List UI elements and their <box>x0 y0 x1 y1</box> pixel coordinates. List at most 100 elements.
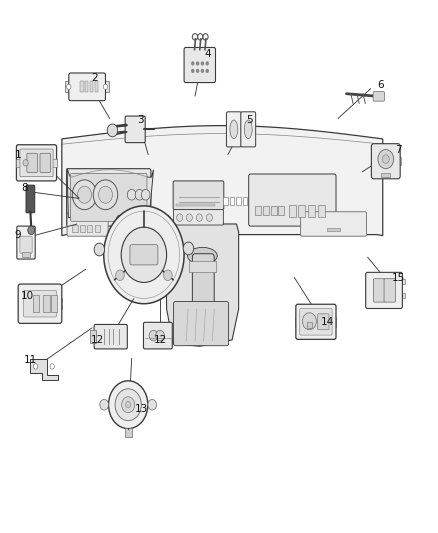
Circle shape <box>115 389 141 421</box>
Circle shape <box>99 186 113 203</box>
Text: 4: 4 <box>205 49 212 59</box>
Bar <box>271 206 277 215</box>
Bar <box>72 224 78 232</box>
Ellipse shape <box>244 120 252 139</box>
FancyBboxPatch shape <box>384 279 396 302</box>
Circle shape <box>302 313 316 330</box>
Bar <box>85 82 88 92</box>
FancyBboxPatch shape <box>173 181 224 209</box>
FancyBboxPatch shape <box>318 314 329 330</box>
Polygon shape <box>166 224 239 346</box>
Circle shape <box>196 61 199 66</box>
Bar <box>401 293 405 298</box>
Circle shape <box>103 84 108 90</box>
FancyBboxPatch shape <box>226 112 241 147</box>
Bar <box>176 204 215 206</box>
Text: 11: 11 <box>24 354 37 365</box>
Bar <box>263 206 269 215</box>
FancyBboxPatch shape <box>67 168 151 226</box>
Text: 2: 2 <box>91 73 98 83</box>
FancyBboxPatch shape <box>371 144 400 179</box>
FancyBboxPatch shape <box>40 154 50 172</box>
Circle shape <box>155 330 164 341</box>
Circle shape <box>378 150 394 168</box>
FancyBboxPatch shape <box>249 174 336 226</box>
FancyBboxPatch shape <box>130 245 158 265</box>
Circle shape <box>196 214 202 221</box>
Circle shape <box>148 399 156 410</box>
FancyBboxPatch shape <box>184 47 215 83</box>
FancyBboxPatch shape <box>125 116 145 143</box>
Ellipse shape <box>230 120 238 139</box>
Bar <box>52 159 57 167</box>
Bar <box>381 173 390 177</box>
Circle shape <box>107 124 118 137</box>
Circle shape <box>191 69 194 73</box>
FancyBboxPatch shape <box>374 279 385 302</box>
Circle shape <box>201 69 204 73</box>
Text: 12: 12 <box>153 335 167 345</box>
Text: 12: 12 <box>91 335 104 345</box>
Circle shape <box>67 84 71 90</box>
Bar <box>318 205 325 216</box>
Text: 13: 13 <box>134 404 148 414</box>
Bar <box>295 317 300 327</box>
FancyBboxPatch shape <box>71 173 147 221</box>
FancyBboxPatch shape <box>20 149 53 176</box>
Circle shape <box>177 214 183 221</box>
Bar <box>43 295 49 312</box>
Circle shape <box>149 330 158 341</box>
Circle shape <box>72 180 97 209</box>
Circle shape <box>50 364 54 369</box>
Bar <box>87 224 92 232</box>
Text: 6: 6 <box>377 80 384 90</box>
FancyBboxPatch shape <box>144 322 172 349</box>
Text: 9: 9 <box>14 230 21 240</box>
FancyBboxPatch shape <box>366 272 403 309</box>
Circle shape <box>122 397 135 413</box>
Circle shape <box>186 214 192 221</box>
FancyBboxPatch shape <box>300 212 367 236</box>
Bar <box>327 228 339 231</box>
Circle shape <box>126 401 131 408</box>
Circle shape <box>206 214 212 221</box>
Bar <box>308 205 315 216</box>
FancyBboxPatch shape <box>117 215 170 255</box>
Bar <box>307 322 311 328</box>
FancyBboxPatch shape <box>192 254 214 307</box>
Circle shape <box>100 399 109 410</box>
FancyBboxPatch shape <box>173 209 223 225</box>
FancyBboxPatch shape <box>241 112 256 147</box>
Bar <box>396 157 401 165</box>
Circle shape <box>116 270 124 280</box>
Circle shape <box>121 227 166 282</box>
Bar <box>237 197 241 205</box>
Circle shape <box>25 292 35 305</box>
Bar <box>332 317 336 327</box>
Bar <box>102 82 109 92</box>
Circle shape <box>135 189 144 200</box>
Text: 3: 3 <box>137 115 144 125</box>
FancyBboxPatch shape <box>67 213 108 236</box>
Circle shape <box>141 189 150 200</box>
FancyBboxPatch shape <box>173 302 229 346</box>
Circle shape <box>94 243 105 256</box>
Circle shape <box>28 226 35 235</box>
Bar <box>230 197 234 205</box>
Bar <box>255 206 261 215</box>
Text: 1: 1 <box>15 150 21 160</box>
FancyBboxPatch shape <box>300 309 332 335</box>
Bar <box>371 157 376 165</box>
FancyBboxPatch shape <box>17 226 35 259</box>
Bar <box>243 197 247 205</box>
Bar <box>95 82 98 92</box>
FancyBboxPatch shape <box>69 73 106 101</box>
Bar <box>18 298 22 309</box>
Bar <box>21 252 30 257</box>
Bar <box>90 82 93 92</box>
Text: 14: 14 <box>321 317 334 327</box>
Bar <box>90 330 96 343</box>
Circle shape <box>196 69 199 73</box>
FancyBboxPatch shape <box>20 236 32 253</box>
Bar <box>57 298 62 309</box>
